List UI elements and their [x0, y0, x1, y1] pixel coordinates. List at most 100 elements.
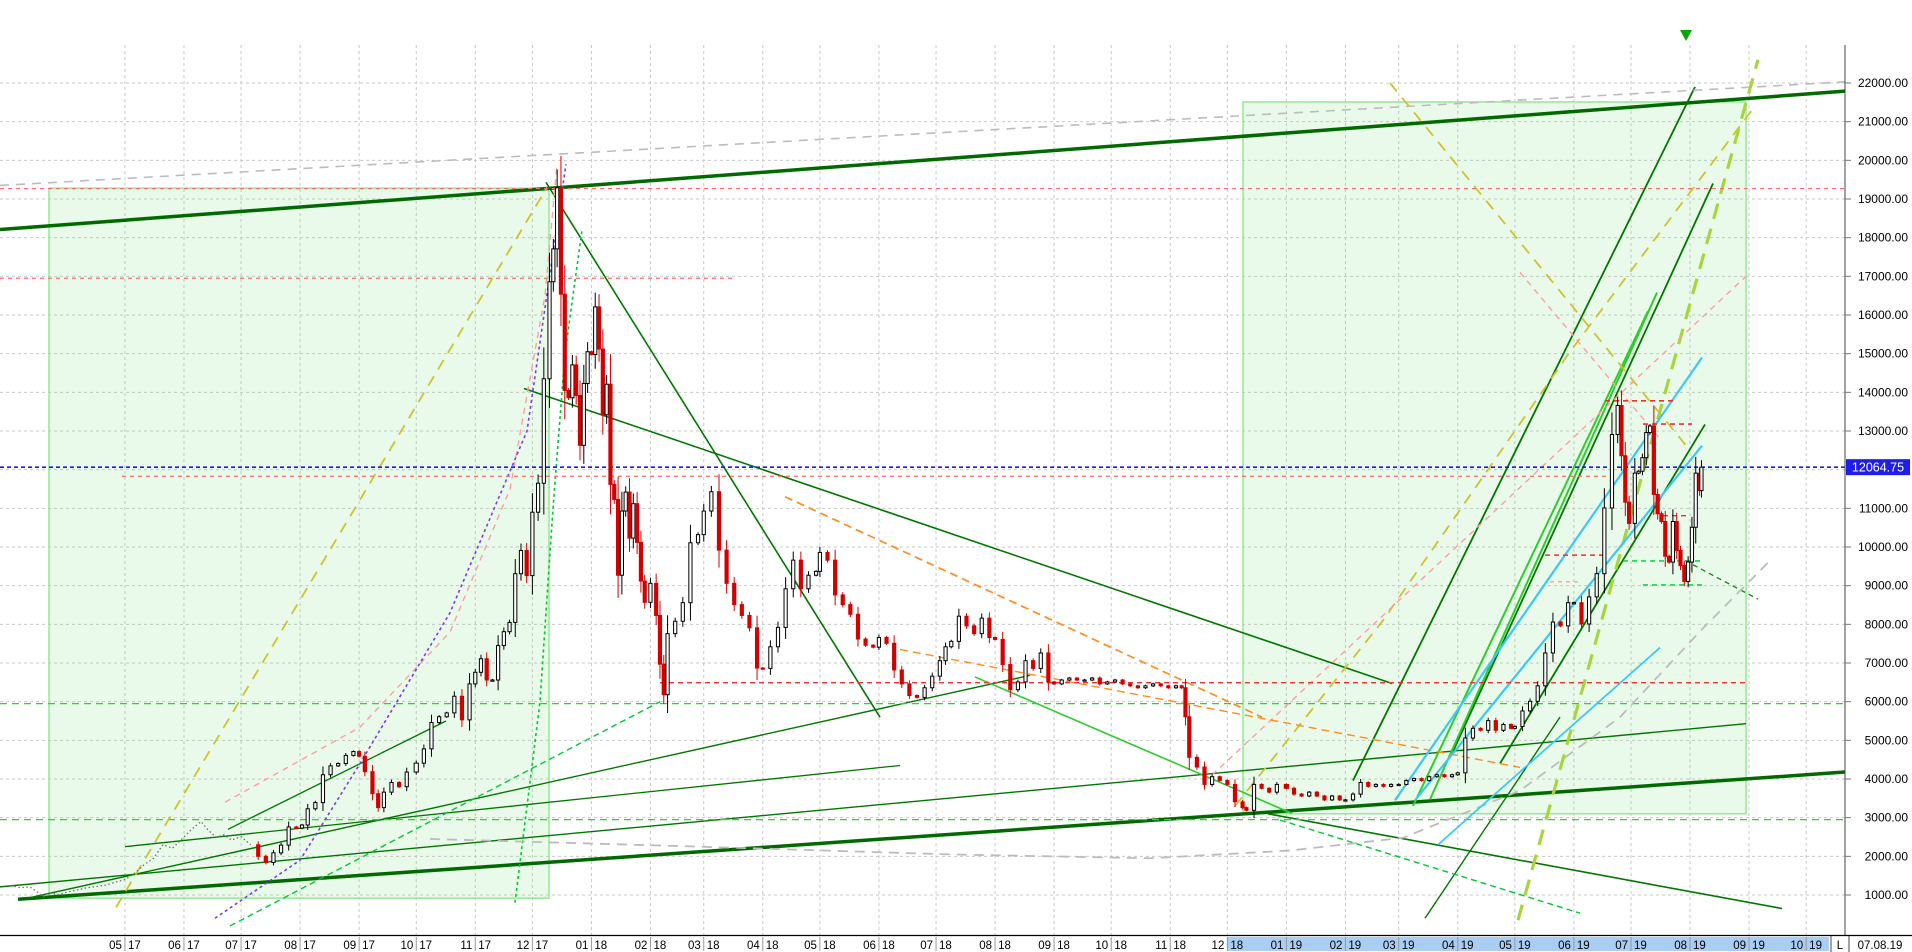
x-axis-year-label: 18 [1057, 940, 1070, 952]
x-axis-month-label: 11 [460, 940, 472, 952]
x-axis-year-label: 19 [1577, 940, 1590, 952]
x-axis-month-label: 08 [979, 940, 992, 952]
x-axis-year-label: 19 [1518, 940, 1531, 952]
x-axis-month-label: 09 [1038, 940, 1051, 952]
x-axis-year-label: 17 [128, 940, 141, 952]
y-axis-label: 6000.00 [1865, 695, 1909, 709]
x-axis-month-label: 08 [284, 940, 297, 952]
x-axis-month-label: 03 [688, 940, 701, 952]
x-axis-year-label: 19 [1752, 940, 1765, 952]
y-axis-label: 10000.00 [1858, 540, 1908, 554]
last-price-tag: 12064.75 [1846, 459, 1910, 476]
y-axis-label: 4000.00 [1865, 772, 1909, 786]
x-axis-year-label: 18 [653, 940, 666, 952]
trendline-violet-parabola [214, 164, 567, 919]
trendline-long-downtrend [523, 387, 1393, 685]
trendline-rally-2019-b [1499, 423, 1706, 765]
x-axis-month-label: 11 [1155, 940, 1167, 952]
x-axis-month-label: 04 [747, 940, 760, 952]
trendline-bright-steep-1 [1429, 292, 1658, 800]
x-axis-year-label: 17 [535, 940, 548, 952]
trendline-cyan-3 [1437, 646, 1661, 846]
trendline-salmon-desc-2019 [1519, 272, 1661, 440]
x-axis-year-label: 19 [1289, 940, 1302, 952]
trendlines [0, 59, 1845, 927]
y-axis-label: 1000.00 [1865, 888, 1909, 902]
x-axis-year-label: 19 [1461, 940, 1474, 952]
trendline-peak-downtrend-steep [545, 181, 881, 718]
highlight-region [48, 187, 550, 899]
x-axis-year-label: 17 [419, 940, 432, 952]
candlestick-series [10, 155, 1704, 898]
x-axis-year-label: 17 [478, 940, 491, 952]
x-axis-month-label: 05 [804, 940, 817, 952]
trendline-support-fan-3 [124, 764, 901, 848]
x-axis-month-label: 08 [1674, 940, 1687, 952]
trendline-support-fan-4 [227, 720, 447, 830]
x-axis-month-label: 09 [1733, 940, 1746, 952]
trendline-gray-upper [0, 81, 1845, 187]
trendline-mustard-down-2019 [1389, 82, 1691, 451]
x-axis-month-label: 07 [1615, 940, 1628, 952]
x-axis-year-label: 18 [1114, 940, 1127, 952]
x-axis-month-label: 05 [1499, 940, 1512, 952]
x-axis-month-label: 10 [1790, 940, 1803, 952]
x-axis-year-label: 17 [244, 940, 257, 952]
y-axis: 1000.00 2000.00 3000.00 4000.00 5000.00 6000.… [1844, 45, 1909, 935]
trendline-salmon-rising-2019 [1211, 275, 1747, 776]
y-axis-label: 8000.00 [1865, 617, 1909, 631]
x-axis-year-label: 18 [882, 940, 895, 952]
y-axis-label: 11000.00 [1859, 501, 1908, 515]
trendline-green-dash-desc [1279, 819, 1581, 914]
grid-lines [0, 45, 1845, 935]
x-axis-month-label: 12 [517, 940, 530, 952]
trendline-mustard-up-2019 [1234, 109, 1753, 807]
x-axis-month-label: 05 [109, 940, 122, 952]
y-axis-label: 14000.00 [1858, 385, 1908, 399]
x-axis-selection-highlight [1227, 937, 1829, 951]
x-axis-month-label: 06 [168, 940, 181, 952]
y-axis-label: 9000.00 [1865, 579, 1909, 593]
x-axis-month-label: 06 [1558, 940, 1571, 952]
x-axis-month-label: 12 [1212, 940, 1225, 952]
x-axis-year-label: 18 [1230, 940, 1243, 952]
trendline-bright-steep-2 [1412, 310, 1649, 807]
y-axis-label: 3000.00 [1865, 811, 1909, 825]
y-axis-label: 7000.00 [1865, 656, 1909, 670]
y-axis-label: 15000.00 [1858, 347, 1908, 361]
y-axis-label: 19000.00 [1858, 192, 1908, 206]
trendline-green-dash-seg-3 [1684, 559, 1759, 600]
x-axis-year-label: 17 [187, 940, 200, 952]
y-axis-label: 5000.00 [1865, 733, 1909, 747]
x-axis-last-marker: L [1837, 940, 1844, 952]
trendline-orange-desc-2 [899, 648, 1521, 769]
highlight-region [1242, 101, 1747, 815]
trendline-low-downtrend [1267, 813, 1783, 910]
x-axis-month-label: 02 [1330, 940, 1343, 952]
y-axis-label: 16000.00 [1858, 308, 1908, 322]
trendline-green-dot-parabola [514, 229, 583, 903]
y-axis-label: 13000.00 [1858, 424, 1908, 438]
triangle-down-icon [1680, 30, 1692, 41]
x-axis-year-label: 18 [823, 940, 836, 952]
x-axis-year-label: 19 [1809, 940, 1822, 952]
x-axis-last-date: 07.08.19 [1858, 940, 1903, 952]
x-axis-year-label: 17 [362, 940, 375, 952]
x-axis-month-label: 07 [920, 940, 933, 952]
x-axis: 05 17 06 17 07 17 08 17 09 17 10 17 11 17 12 17 01 18 02 18… [0, 934, 1912, 952]
x-axis-year-label: 19 [1348, 940, 1361, 952]
x-axis-month-label: 07 [225, 940, 238, 952]
x-axis-year-label: 18 [1173, 940, 1186, 952]
x-axis-month-label: 04 [1442, 940, 1455, 952]
x-axis-year-label: 18 [594, 940, 607, 952]
y-axis-label: 20000.00 [1858, 153, 1908, 167]
y-axis-label: 21000.00 [1858, 115, 1908, 129]
trendline-upper-channel [0, 89, 1845, 232]
y-axis-label: 17000.00 [1858, 269, 1908, 283]
x-axis-year-label: 18 [707, 940, 720, 952]
x-axis-month-label: 09 [343, 940, 356, 952]
x-axis-year-label: 19 [1402, 940, 1415, 952]
y-axis-label: 22000.00 [1858, 76, 1908, 90]
y-axis-label: 2000.00 [1865, 849, 1909, 863]
